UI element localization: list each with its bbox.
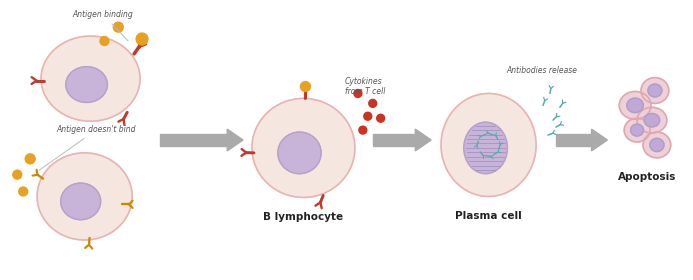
Ellipse shape	[252, 98, 355, 197]
Ellipse shape	[637, 107, 667, 133]
Circle shape	[19, 187, 28, 196]
Ellipse shape	[641, 78, 669, 103]
Text: B lymphocyte: B lymphocyte	[263, 212, 344, 222]
Text: Antigen doesn't bind: Antigen doesn't bind	[40, 125, 137, 170]
Ellipse shape	[41, 36, 140, 121]
Polygon shape	[592, 129, 607, 151]
Text: Apoptosis: Apoptosis	[617, 172, 676, 182]
Polygon shape	[415, 129, 431, 151]
Circle shape	[369, 99, 377, 107]
Circle shape	[25, 154, 35, 164]
Circle shape	[364, 112, 371, 120]
Polygon shape	[227, 129, 243, 151]
Ellipse shape	[644, 113, 660, 127]
Ellipse shape	[643, 132, 671, 158]
Circle shape	[359, 126, 367, 134]
Ellipse shape	[650, 138, 664, 151]
Circle shape	[100, 36, 109, 45]
Ellipse shape	[648, 84, 662, 97]
Circle shape	[114, 22, 123, 32]
Ellipse shape	[620, 92, 651, 119]
Ellipse shape	[627, 98, 643, 113]
Ellipse shape	[61, 183, 100, 220]
Ellipse shape	[464, 122, 507, 174]
Circle shape	[13, 170, 21, 179]
Ellipse shape	[66, 67, 107, 102]
Ellipse shape	[631, 124, 644, 136]
Ellipse shape	[624, 118, 650, 142]
Text: Plasma cell: Plasma cell	[455, 211, 522, 221]
Ellipse shape	[278, 132, 321, 174]
Circle shape	[377, 114, 385, 122]
Polygon shape	[373, 134, 415, 146]
Text: Cytokines
from T cell: Cytokines from T cell	[345, 77, 385, 96]
Text: Antigen binding: Antigen binding	[73, 10, 134, 41]
Ellipse shape	[441, 94, 536, 197]
Polygon shape	[556, 134, 592, 146]
Circle shape	[136, 33, 148, 45]
Circle shape	[354, 90, 362, 97]
Ellipse shape	[37, 153, 132, 240]
Text: Antibodies release: Antibodies release	[507, 66, 577, 75]
Polygon shape	[160, 134, 227, 146]
Circle shape	[301, 81, 310, 92]
